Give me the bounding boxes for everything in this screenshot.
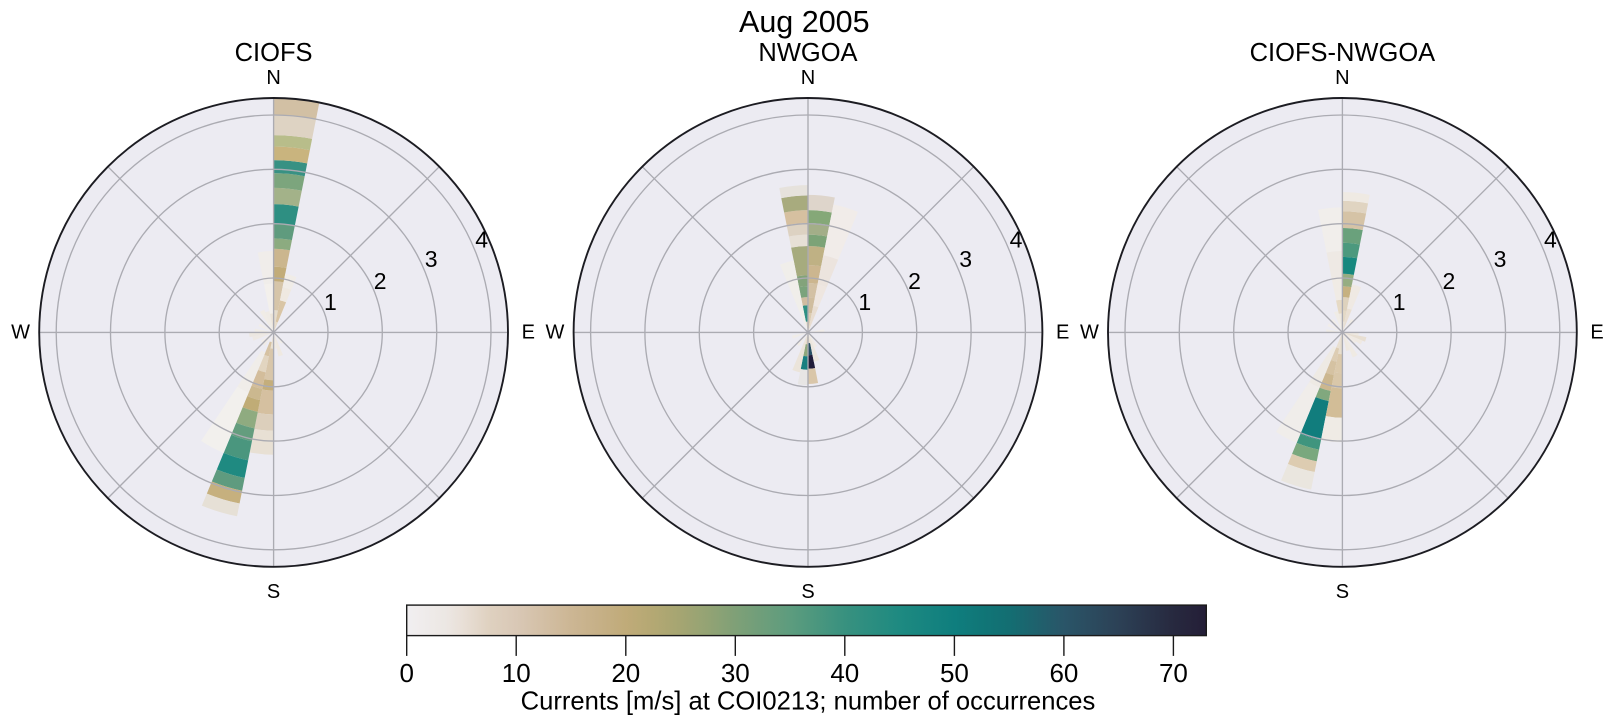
svg-text:2: 2 — [1443, 268, 1456, 294]
svg-text:4: 4 — [1010, 226, 1023, 252]
svg-text:NWGOA: NWGOA — [758, 39, 857, 67]
svg-text:10: 10 — [502, 658, 531, 688]
svg-text:S: S — [1336, 581, 1349, 603]
svg-text:Aug 2005: Aug 2005 — [739, 5, 870, 39]
svg-text:E: E — [1590, 321, 1603, 343]
svg-text:4: 4 — [1544, 226, 1557, 252]
svg-text:1: 1 — [324, 289, 337, 315]
svg-text:W: W — [546, 321, 565, 343]
svg-text:S: S — [267, 581, 280, 603]
svg-text:1: 1 — [1393, 289, 1406, 315]
svg-text:3: 3 — [959, 246, 972, 272]
svg-text:N: N — [266, 67, 280, 89]
svg-text:E: E — [1056, 321, 1069, 343]
svg-text:40: 40 — [830, 658, 859, 688]
svg-text:20: 20 — [611, 658, 640, 688]
svg-text:W: W — [11, 321, 30, 343]
svg-text:4: 4 — [475, 226, 488, 252]
svg-text:70: 70 — [1159, 658, 1188, 688]
svg-text:30: 30 — [721, 658, 750, 688]
svg-text:3: 3 — [1494, 246, 1507, 272]
svg-text:CIOFS-NWGOA: CIOFS-NWGOA — [1250, 39, 1436, 67]
svg-text:2: 2 — [908, 268, 921, 294]
svg-text:60: 60 — [1049, 658, 1078, 688]
svg-text:50: 50 — [940, 658, 969, 688]
svg-text:Currents [m/s] at COI0213; num: Currents [m/s] at COI0213; number of occ… — [521, 688, 1096, 716]
svg-text:N: N — [1335, 67, 1349, 89]
svg-text:CIOFS: CIOFS — [235, 39, 313, 67]
svg-text:N: N — [801, 67, 815, 89]
svg-text:3: 3 — [425, 246, 438, 272]
svg-text:W: W — [1080, 321, 1099, 343]
svg-text:2: 2 — [374, 268, 387, 294]
svg-text:1: 1 — [858, 289, 871, 315]
svg-text:0: 0 — [399, 658, 413, 688]
svg-text:S: S — [801, 581, 814, 603]
svg-text:E: E — [522, 321, 535, 343]
